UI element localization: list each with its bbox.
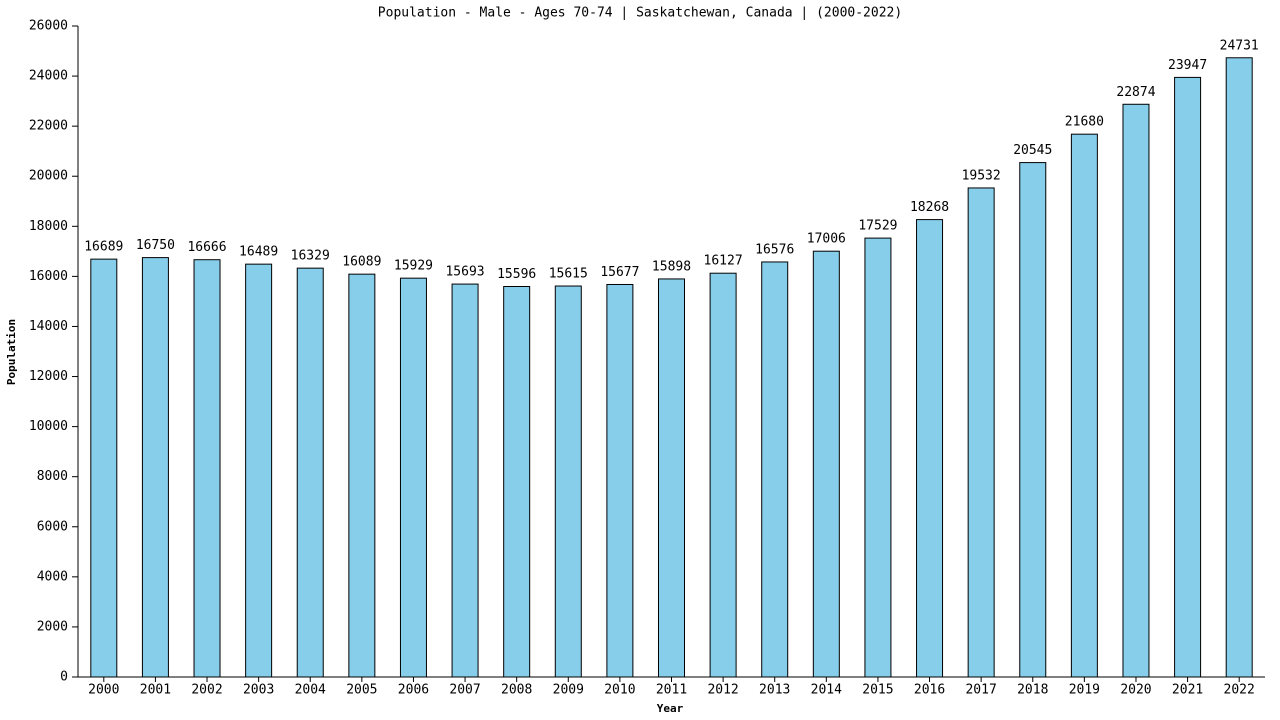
bar bbox=[761, 261, 789, 678]
bar bbox=[967, 187, 995, 678]
bar bbox=[90, 258, 118, 678]
x-tick-label: 2012 bbox=[707, 683, 738, 698]
y-tick-label: 24000 bbox=[29, 69, 68, 84]
bar bbox=[554, 285, 582, 678]
value-label: 16089 bbox=[342, 255, 381, 270]
y-tick-label: 26000 bbox=[29, 19, 68, 34]
x-tick-label: 2009 bbox=[553, 683, 584, 698]
x-tick-label: 2008 bbox=[501, 683, 532, 698]
bar bbox=[451, 283, 479, 678]
x-tick-label: 2013 bbox=[759, 683, 790, 698]
y-tick-label: 20000 bbox=[29, 169, 68, 184]
bar bbox=[709, 272, 737, 678]
value-label: 15677 bbox=[600, 265, 639, 280]
value-label: 16750 bbox=[136, 238, 175, 253]
y-axis-label: Population bbox=[5, 319, 18, 385]
x-tick-label: 2018 bbox=[1017, 683, 1048, 698]
x-tick-label: 2020 bbox=[1120, 683, 1151, 698]
value-label: 15929 bbox=[394, 259, 433, 274]
x-tick-label: 2003 bbox=[243, 683, 274, 698]
bar bbox=[348, 273, 376, 678]
x-axis-label: Year bbox=[657, 702, 684, 715]
value-label: 16666 bbox=[187, 240, 226, 255]
x-tick-label: 2017 bbox=[965, 683, 996, 698]
bar bbox=[864, 237, 892, 678]
value-label: 17529 bbox=[858, 219, 897, 234]
value-label: 15693 bbox=[445, 265, 484, 280]
value-label: 21680 bbox=[1065, 115, 1104, 130]
x-tick-label: 2004 bbox=[295, 683, 326, 698]
x-tick-label: 2000 bbox=[88, 683, 119, 698]
bar bbox=[399, 277, 427, 678]
value-label: 24731 bbox=[1220, 38, 1259, 53]
bar bbox=[1070, 133, 1098, 678]
x-tick-label: 2001 bbox=[140, 683, 171, 698]
x-tick-label: 2016 bbox=[914, 683, 945, 698]
value-label: 15615 bbox=[549, 267, 588, 282]
bar bbox=[503, 286, 531, 678]
x-tick-label: 2002 bbox=[191, 683, 222, 698]
x-tick-label: 2015 bbox=[862, 683, 893, 698]
y-tick-label: 8000 bbox=[37, 469, 68, 484]
y-tick-label: 18000 bbox=[29, 219, 68, 234]
value-label: 16127 bbox=[704, 254, 743, 269]
value-label: 15898 bbox=[652, 259, 691, 274]
value-label: 16329 bbox=[291, 249, 330, 264]
value-label: 22874 bbox=[1116, 85, 1155, 100]
bar bbox=[812, 250, 840, 678]
value-label: 16576 bbox=[755, 242, 794, 257]
bar bbox=[1225, 57, 1253, 678]
bar bbox=[606, 283, 634, 678]
bar bbox=[1122, 103, 1150, 678]
bar bbox=[916, 219, 944, 678]
y-tick-label: 10000 bbox=[29, 419, 68, 434]
x-tick-label: 2005 bbox=[346, 683, 377, 698]
value-label: 17006 bbox=[807, 232, 846, 247]
x-tick-label: 2006 bbox=[398, 683, 429, 698]
bar bbox=[296, 267, 324, 678]
value-label: 20545 bbox=[1013, 143, 1052, 158]
x-tick-label: 2021 bbox=[1172, 683, 1203, 698]
x-tick-label: 2010 bbox=[604, 683, 635, 698]
value-label: 16489 bbox=[239, 245, 278, 260]
y-tick-label: 2000 bbox=[37, 619, 68, 634]
x-tick-label: 2011 bbox=[656, 683, 687, 698]
bar bbox=[141, 257, 169, 678]
y-tick-label: 22000 bbox=[29, 119, 68, 134]
bar bbox=[245, 263, 273, 678]
y-tick-label: 6000 bbox=[37, 519, 68, 534]
y-tick-label: 0 bbox=[60, 670, 68, 685]
value-label: 15596 bbox=[497, 267, 536, 282]
y-tick-label: 16000 bbox=[29, 269, 68, 284]
value-label: 18268 bbox=[910, 200, 949, 215]
x-tick-label: 2007 bbox=[449, 683, 480, 698]
value-label: 16689 bbox=[84, 240, 123, 255]
bar bbox=[1174, 76, 1202, 678]
bar bbox=[193, 259, 221, 678]
y-tick-label: 12000 bbox=[29, 369, 68, 384]
x-tick-label: 2019 bbox=[1069, 683, 1100, 698]
chart-title: Population - Male - Ages 70-74 | Saskatc… bbox=[378, 6, 902, 21]
y-tick-label: 14000 bbox=[29, 319, 68, 334]
value-label: 19532 bbox=[962, 168, 1001, 183]
x-tick-label: 2022 bbox=[1224, 683, 1255, 698]
bar bbox=[658, 278, 685, 678]
value-label: 23947 bbox=[1168, 58, 1207, 73]
y-tick-label: 4000 bbox=[37, 569, 68, 584]
x-tick-label: 2014 bbox=[811, 683, 842, 698]
bar bbox=[1019, 162, 1047, 678]
